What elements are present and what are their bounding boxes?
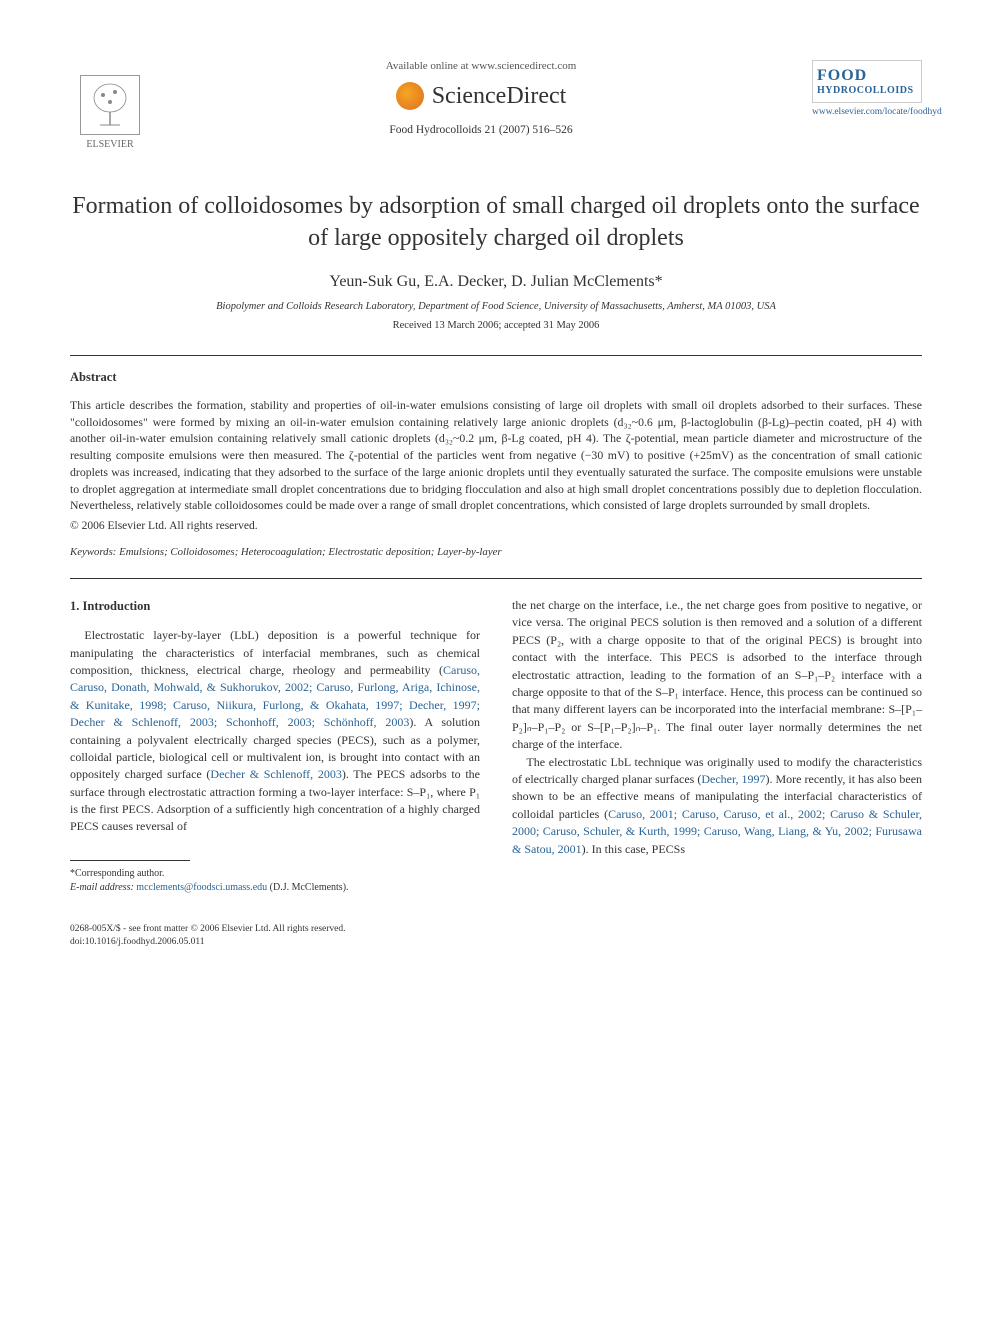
front-matter-line: 0268-005X/$ - see front matter © 2006 El…	[70, 923, 922, 936]
journal-title-box: FOOD HYDROCOLLOIDS	[812, 60, 922, 103]
email-label: E-mail address:	[70, 882, 134, 893]
keywords-list: Emulsions; Colloidosomes; Heterocoagulat…	[119, 546, 502, 558]
rule-top	[70, 355, 922, 356]
col2-paragraph-1: the net charge on the interface, i.e., t…	[512, 597, 922, 754]
abstract-body: This article describes the formation, st…	[70, 397, 922, 514]
doi-line: doi:10.1016/j.foodhyd.2006.05.011	[70, 936, 922, 949]
abstract-heading: Abstract	[70, 370, 922, 385]
dates: Received 13 March 2006; accepted 31 May …	[70, 320, 922, 331]
article-title: Formation of colloidosomes by adsorption…	[70, 190, 922, 255]
journal-link[interactable]: www.elsevier.com/locate/foodhyd	[812, 107, 922, 117]
sciencedirect-logo: ScienceDirect	[170, 82, 792, 110]
column-right: the net charge on the interface, i.e., t…	[512, 597, 922, 895]
sciencedirect-text: ScienceDirect	[432, 83, 567, 110]
two-column-body: 1. Introduction Electrostatic layer-by-l…	[70, 597, 922, 895]
center-header: Available online at www.sciencedirect.co…	[150, 60, 812, 136]
citation-link[interactable]: Decher & Schlenoff, 2003	[210, 767, 341, 781]
col2-paragraph-2: The electrostatic LbL technique was orig…	[512, 754, 922, 858]
corresponding-author: *Corresponding author.	[70, 867, 480, 881]
email-line: E-mail address: mcclements@foodsci.umass…	[70, 881, 480, 895]
col1-paragraph-1: Electrostatic layer-by-layer (LbL) depos…	[70, 627, 480, 836]
rule-bottom	[70, 578, 922, 579]
authors: Yeun-Suk Gu, E.A. Decker, D. Julian McCl…	[70, 273, 922, 291]
affiliation: Biopolymer and Colloids Research Laborat…	[70, 301, 922, 312]
footnote-block: *Corresponding author. E-mail address: m…	[70, 867, 480, 895]
text-fragment: ). In this case, PECSs	[582, 842, 685, 856]
section-1-heading: 1. Introduction	[70, 597, 480, 615]
text-fragment: Electrostatic layer-by-layer (LbL) depos…	[70, 628, 480, 677]
elsevier-tree-icon	[80, 75, 140, 135]
journal-title-line1: FOOD	[817, 67, 917, 85]
keywords-label: Keywords:	[70, 546, 116, 558]
bottom-matter: 0268-005X/$ - see front matter © 2006 El…	[70, 923, 922, 950]
journal-cover: FOOD HYDROCOLLOIDS www.elsevier.com/loca…	[812, 60, 922, 117]
abstract-copyright: © 2006 Elsevier Ltd. All rights reserved…	[70, 520, 922, 532]
citation-link[interactable]: Decher, 1997	[701, 772, 765, 786]
elsevier-label: ELSEVIER	[86, 139, 133, 150]
keywords: Keywords: Emulsions; Colloidosomes; Hete…	[70, 546, 922, 558]
header-row: ELSEVIER Available online at www.science…	[70, 60, 922, 150]
available-online-text: Available online at www.sciencedirect.co…	[170, 60, 792, 72]
column-left: 1. Introduction Electrostatic layer-by-l…	[70, 597, 480, 895]
sciencedirect-icon	[396, 82, 424, 110]
email-author-name: (D.J. McClements).	[270, 882, 349, 893]
journal-title-line2: HYDROCOLLOIDS	[817, 85, 917, 96]
elsevier-logo: ELSEVIER	[70, 60, 150, 150]
email-address[interactable]: mcclements@foodsci.umass.edu	[136, 882, 267, 893]
journal-reference: Food Hydrocolloids 21 (2007) 516–526	[170, 124, 792, 136]
footnote-separator	[70, 860, 190, 861]
